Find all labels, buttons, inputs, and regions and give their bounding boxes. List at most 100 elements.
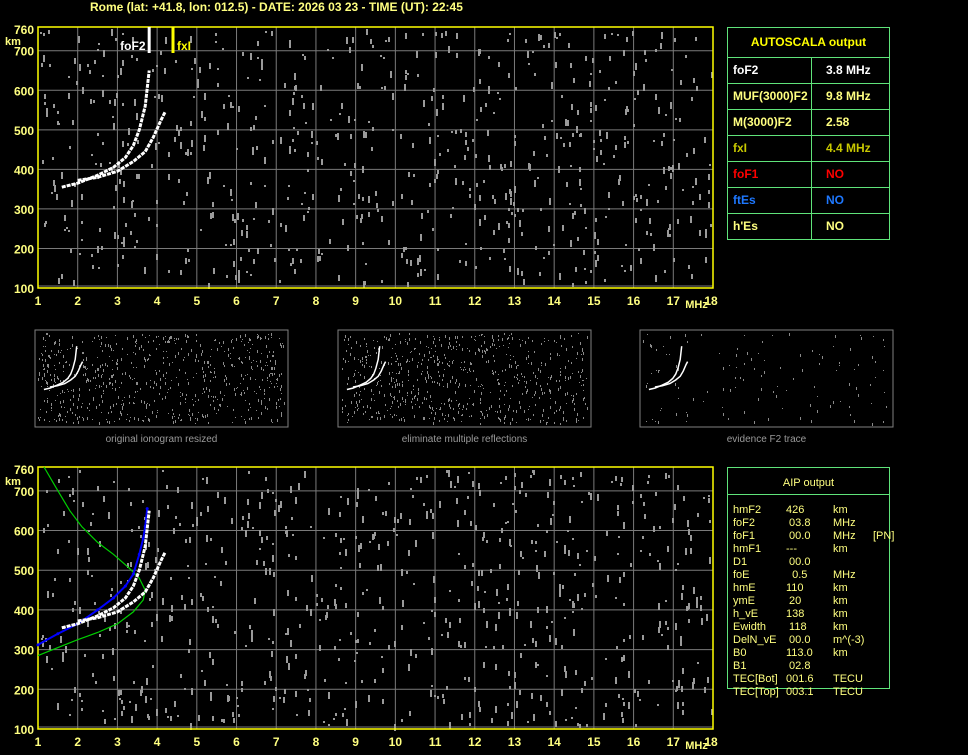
noise-dot — [412, 143, 414, 148]
noise-dot — [253, 360, 254, 361]
noise-dot — [401, 253, 403, 258]
noise-dot — [460, 645, 462, 648]
noise-dot — [231, 199, 233, 201]
noise-dot — [217, 624, 219, 628]
noise-dot — [533, 714, 535, 721]
noise-dot — [437, 696, 439, 699]
noise-dot — [407, 282, 409, 287]
noise-dot — [268, 220, 270, 223]
noise-dot — [137, 140, 139, 144]
fit-point — [131, 572, 135, 576]
noise-dot — [793, 378, 794, 380]
noise-dot — [632, 485, 634, 491]
noise-dot — [568, 377, 569, 380]
noise-dot — [510, 161, 512, 167]
noise-dot — [380, 564, 382, 571]
noise-dot — [213, 396, 214, 398]
noise-dot — [181, 348, 182, 350]
noise-dot — [46, 490, 48, 493]
noise-dot — [729, 365, 730, 366]
noise-dot — [43, 369, 44, 370]
x-tick-label: 10 — [389, 294, 403, 308]
noise-dot — [117, 363, 118, 365]
noise-dot — [655, 49, 657, 52]
noise-dot — [461, 362, 462, 363]
noise-dot — [429, 137, 431, 144]
plot-frame — [37, 26, 714, 289]
noise-dot — [219, 342, 220, 344]
noise-dot — [68, 540, 70, 543]
noise-dot — [261, 353, 262, 354]
noise-dot — [362, 197, 364, 201]
noise-dot — [127, 414, 128, 415]
noise-dot — [730, 389, 731, 392]
noise-dot — [392, 386, 393, 388]
aip-row: Ewidth 118 km — [733, 621, 894, 634]
noise-dot — [39, 419, 40, 421]
noise-dot — [146, 404, 147, 407]
noise-dot — [690, 216, 692, 223]
noise-dot — [410, 352, 411, 353]
noise-dot — [396, 415, 397, 416]
noise-dot — [141, 345, 142, 348]
noise-dot — [661, 32, 663, 39]
noise-dot — [115, 335, 116, 336]
noise-dot — [195, 418, 196, 419]
noise-dot — [516, 422, 517, 423]
thumbnail-trace — [352, 361, 387, 388]
noise-dot — [55, 400, 56, 401]
noise-dot — [126, 622, 128, 628]
noise-dot — [535, 404, 536, 406]
noise-dot — [257, 334, 258, 335]
noise-dot — [91, 575, 93, 577]
aip-param: foE — [733, 569, 750, 581]
noise-dot — [700, 605, 702, 611]
noise-dot — [283, 345, 284, 348]
x-tick-label: 1 — [35, 294, 42, 308]
noise-dot — [413, 389, 414, 390]
noise-dot — [274, 387, 275, 388]
noise-dot — [513, 356, 514, 357]
noise-dot — [456, 379, 457, 382]
noise-dot — [464, 642, 466, 647]
noise-dot — [86, 358, 87, 361]
aip-param: foF1 — [733, 530, 756, 542]
noise-dot — [659, 563, 661, 570]
noise-dot — [156, 614, 158, 621]
noise-dot — [312, 194, 314, 200]
noise-dot — [703, 401, 704, 402]
noise-dot — [405, 339, 406, 340]
noise-dot — [524, 644, 526, 646]
noise-dot — [191, 349, 192, 350]
noise-dot — [650, 233, 652, 236]
noise-dot — [543, 420, 544, 421]
noise-dot — [618, 536, 620, 538]
noise-dot — [582, 369, 583, 372]
x-tick-label: 11 — [429, 735, 442, 749]
noise-dot — [648, 680, 650, 684]
noise-dot — [174, 701, 176, 707]
noise-dot — [516, 366, 517, 369]
noise-dot — [875, 361, 876, 363]
noise-dot — [577, 352, 578, 355]
noise-dot — [170, 577, 172, 580]
noise-dot — [401, 719, 403, 722]
noise-dot — [467, 496, 469, 499]
noise-dot — [180, 674, 182, 678]
noise-dot — [153, 387, 154, 389]
noise-dot — [348, 338, 349, 341]
noise-dot — [543, 45, 545, 48]
noise-dot — [42, 635, 44, 638]
noise-dot — [196, 355, 197, 358]
noise-dot — [437, 363, 438, 366]
noise-dot — [191, 68, 193, 70]
noise-dot — [189, 415, 190, 416]
noise-dot — [433, 88, 435, 92]
noise-dot — [697, 513, 699, 517]
noise-dot — [427, 371, 428, 374]
noise-dot — [507, 338, 508, 340]
noise-dot — [240, 257, 242, 261]
noise-dot — [245, 334, 246, 337]
noise-dot — [350, 171, 352, 176]
noise-dot — [608, 208, 610, 210]
